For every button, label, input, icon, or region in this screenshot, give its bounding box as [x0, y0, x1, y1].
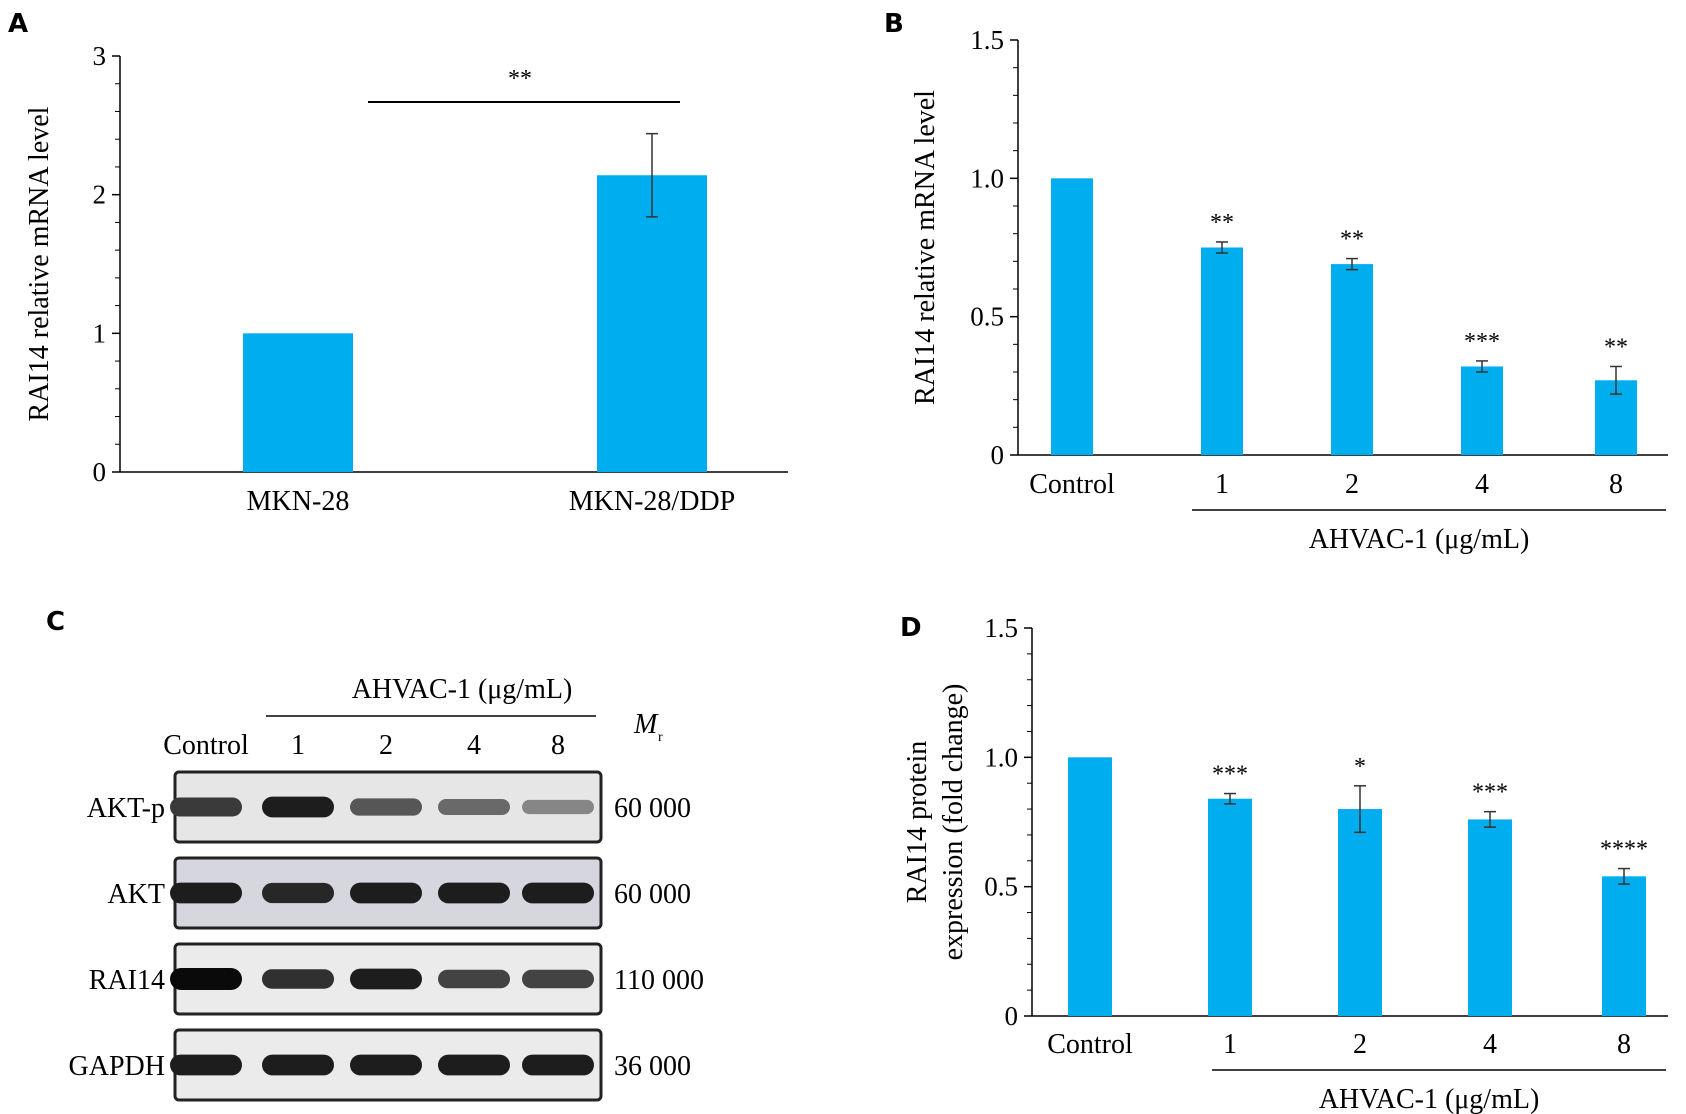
blot-band	[522, 1054, 594, 1076]
significance-label: **	[1210, 210, 1234, 236]
group-label: AHVAC-1 (μg/mL)	[1319, 1084, 1540, 1114]
blot-band	[438, 1054, 510, 1076]
bar-4	[1468, 819, 1512, 1016]
blot-treatment-label: AHVAC-1 (μg/mL)	[352, 674, 573, 705]
blot-band	[262, 969, 334, 989]
blot-lane-label: 1	[291, 730, 305, 761]
blot-band	[522, 969, 594, 989]
panel-label-d: D	[900, 613, 922, 643]
blot-protein-label: AKT	[107, 879, 165, 910]
blot-mr-value: 110 000	[614, 965, 704, 996]
blot-band	[350, 798, 422, 816]
bar-mkn-28	[243, 333, 353, 472]
blot-mr-value: 60 000	[614, 879, 691, 910]
y-tick-label: 0.5	[970, 302, 1004, 332]
blot-band	[438, 799, 510, 815]
blot-band	[438, 969, 510, 989]
x-category-label: 8	[1617, 1029, 1631, 1060]
x-category-label: Control	[1029, 469, 1115, 500]
blot-band	[170, 968, 242, 990]
significance-label: **	[1604, 334, 1628, 360]
blot-mr-label: M	[633, 709, 659, 740]
y-tick-label: 2	[93, 180, 107, 210]
y-tick-label: 0.5	[984, 872, 1018, 902]
y-axis-label: RAI14 relative mRNA level	[910, 90, 941, 405]
bar-8	[1602, 876, 1646, 1016]
x-category-label: 2	[1345, 469, 1359, 500]
panel-d-chart: 0 0.5 1.0 1.5 RAI14 protein expression (fold …	[902, 613, 1668, 1114]
significance-label: *	[1354, 754, 1366, 780]
x-category-label: MKN-28/DDP	[569, 486, 735, 517]
significance-label: **	[1340, 227, 1364, 253]
y-tick-label: 1	[93, 318, 107, 348]
blot-mr-value: 36 000	[614, 1051, 691, 1082]
y-tick-label: 1.5	[984, 613, 1018, 643]
bar-mkn-28-ddp	[597, 175, 707, 472]
blot-band	[262, 1054, 334, 1076]
x-category-label: MKN-28	[247, 486, 350, 517]
significance-label: ****	[1600, 837, 1648, 863]
x-category-label: 2	[1353, 1029, 1367, 1060]
bar-control	[1051, 178, 1093, 456]
y-tick-label: 1.5	[970, 25, 1004, 55]
blot-band	[350, 968, 422, 990]
blot-lane-label: 4	[467, 730, 481, 761]
bar-4	[1461, 366, 1503, 455]
panel-label-a: A	[8, 9, 28, 39]
blot-band	[262, 796, 334, 818]
blot-band	[522, 799, 594, 815]
blot-band	[522, 882, 594, 904]
blot-band	[350, 882, 422, 904]
significance-label: ***	[1212, 762, 1248, 788]
blot-protein-label: RAI14	[89, 965, 165, 996]
panel-a-chart: 0 1 2 3 RAI14 relative mRNA level MKN-28 MKN-2…	[24, 41, 788, 517]
blot-lane-label: Control	[163, 730, 249, 761]
blot-band	[262, 882, 334, 904]
blot-protein-label: GAPDH	[69, 1051, 165, 1082]
panel-label-c: C	[46, 607, 65, 637]
y-tick-label: 1.0	[984, 742, 1018, 772]
significance-label: ***	[1464, 329, 1500, 355]
bar-2	[1331, 264, 1373, 455]
y-tick-label: 0	[1005, 1001, 1019, 1031]
panel-label-b: B	[884, 9, 904, 39]
y-tick-label: 3	[93, 41, 107, 71]
x-category-label: 8	[1609, 469, 1623, 500]
panel-c-western-blot: AHVAC-1 (μg/mL) M r Control 1 2 4 8 AKT-p 60 000 A…	[69, 674, 704, 1102]
x-category-label: 4	[1475, 469, 1489, 500]
blot-band	[438, 882, 510, 904]
bar-1	[1208, 798, 1252, 1016]
blot-mr-subscript: r	[658, 730, 663, 745]
x-category-label: 4	[1483, 1029, 1497, 1060]
y-tick-label: 0	[93, 457, 107, 487]
panel-b-chart: 0 0.5 1.0 1.5 RAI14 relative mRNA level Contr…	[910, 25, 1668, 555]
x-category-label: 1	[1223, 1029, 1237, 1060]
y-tick-label: 1.0	[970, 163, 1004, 193]
significance-label: ***	[1472, 780, 1508, 806]
blot-band	[350, 1054, 422, 1076]
blot-mr-value: 60 000	[614, 793, 691, 824]
significance-label: **	[508, 66, 532, 92]
blot-band	[170, 882, 242, 904]
blot-protein-label: AKT-p	[87, 793, 165, 824]
blot-lane-label: 2	[379, 730, 393, 761]
bar-control	[1068, 757, 1112, 1016]
x-category-label: 1	[1215, 469, 1229, 500]
blot-band	[170, 1054, 242, 1076]
blot-lane-label: 8	[551, 730, 565, 761]
bar-1	[1201, 247, 1243, 455]
group-label: AHVAC-1 (μg/mL)	[1309, 524, 1530, 555]
blot-band	[170, 797, 242, 817]
x-category-label: Control	[1047, 1029, 1133, 1060]
y-axis-label-line: expression (fold change)	[938, 684, 969, 961]
y-tick-label: 0	[991, 440, 1005, 470]
y-axis-label-line: RAI14 protein	[902, 741, 933, 904]
bar-2	[1338, 809, 1382, 1016]
y-axis-label: RAI14 relative mRNA level	[24, 106, 55, 421]
